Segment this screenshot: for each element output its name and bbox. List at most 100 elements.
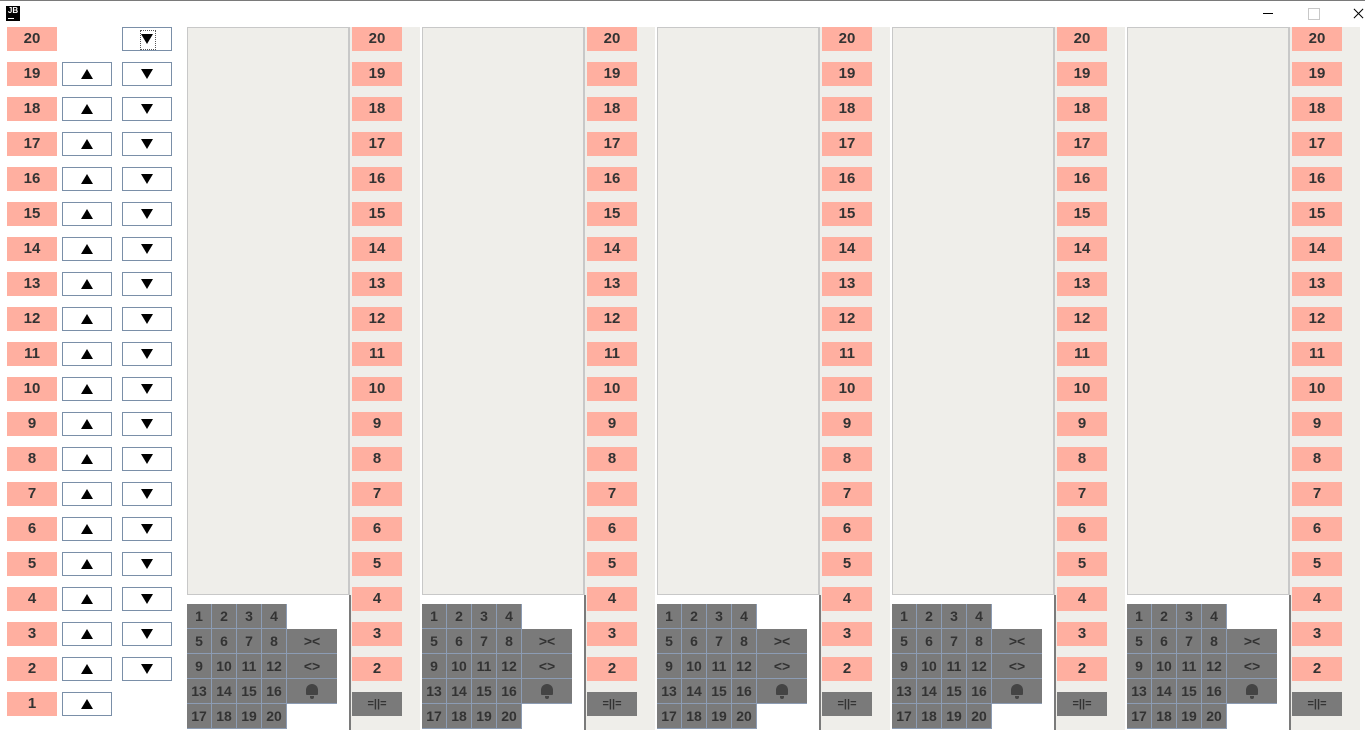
cabin-floor-button-18[interactable]: 18	[212, 704, 237, 729]
cabin-floor-button-17[interactable]: 17	[187, 704, 212, 729]
call-down-button-floor-5[interactable]	[122, 552, 172, 576]
call-up-button-floor-3[interactable]	[62, 622, 112, 646]
call-down-button-floor-12[interactable]	[122, 307, 172, 331]
cabin-floor-button-13[interactable]: 13	[1127, 679, 1152, 704]
cabin-floor-button-2[interactable]: 2	[682, 604, 707, 629]
call-down-button-floor-7[interactable]	[122, 482, 172, 506]
cabin-floor-button-10[interactable]: 10	[447, 654, 472, 679]
cabin-floor-button-15[interactable]: 15	[942, 679, 967, 704]
cabin-floor-button-12[interactable]: 12	[1202, 654, 1227, 679]
call-up-button-floor-12[interactable]	[62, 307, 112, 331]
cabin-floor-button-19[interactable]: 19	[942, 704, 967, 729]
cabin-floor-button-3[interactable]: 3	[942, 604, 967, 629]
cabin-floor-button-20[interactable]: 20	[262, 704, 287, 729]
call-down-button-floor-8[interactable]	[122, 447, 172, 471]
cabin-floor-button-15[interactable]: 15	[1177, 679, 1202, 704]
alarm-button[interactable]	[757, 679, 807, 704]
cabin-floor-button-7[interactable]: 7	[707, 629, 732, 654]
cabin-floor-button-6[interactable]: 6	[917, 629, 942, 654]
cabin-floor-button-11[interactable]: 11	[237, 654, 262, 679]
door-status-indicator[interactable]: =||=	[822, 692, 872, 716]
cabin-floor-button-8[interactable]: 8	[732, 629, 757, 654]
cabin-floor-button-13[interactable]: 13	[422, 679, 447, 704]
cabin-floor-button-9[interactable]: 9	[187, 654, 212, 679]
call-down-button-floor-6[interactable]	[122, 517, 172, 541]
close-button[interactable]	[1348, 5, 1365, 23]
cabin-floor-button-13[interactable]: 13	[892, 679, 917, 704]
call-down-button-floor-11[interactable]	[122, 342, 172, 366]
cabin-floor-button-15[interactable]: 15	[237, 679, 262, 704]
cabin-floor-button-3[interactable]: 3	[1177, 604, 1202, 629]
cabin-floor-button-5[interactable]: 5	[892, 629, 917, 654]
call-down-button-floor-14[interactable]	[122, 237, 172, 261]
cabin-floor-button-17[interactable]: 17	[1127, 704, 1152, 729]
call-down-button-floor-16[interactable]	[122, 167, 172, 191]
cabin-floor-button-3[interactable]: 3	[707, 604, 732, 629]
cabin-floor-button-13[interactable]: 13	[657, 679, 682, 704]
alarm-button[interactable]	[522, 679, 572, 704]
cabin-floor-button-15[interactable]: 15	[472, 679, 497, 704]
call-down-button-floor-10[interactable]	[122, 377, 172, 401]
cabin-floor-button-17[interactable]: 17	[422, 704, 447, 729]
call-up-button-floor-19[interactable]	[62, 62, 112, 86]
call-down-button-floor-2[interactable]	[122, 657, 172, 681]
cabin-floor-button-6[interactable]: 6	[212, 629, 237, 654]
cabin-floor-button-8[interactable]: 8	[497, 629, 522, 654]
cabin-floor-button-9[interactable]: 9	[892, 654, 917, 679]
cabin-floor-button-7[interactable]: 7	[942, 629, 967, 654]
call-down-button-floor-20[interactable]	[122, 27, 172, 51]
cabin-floor-button-3[interactable]: 3	[237, 604, 262, 629]
call-down-button-floor-18[interactable]	[122, 97, 172, 121]
call-up-button-floor-16[interactable]	[62, 167, 112, 191]
cabin-floor-button-19[interactable]: 19	[1177, 704, 1202, 729]
cabin-floor-button-20[interactable]: 20	[967, 704, 992, 729]
cabin-floor-button-1[interactable]: 1	[187, 604, 212, 629]
call-up-button-floor-4[interactable]	[62, 587, 112, 611]
cabin-floor-button-12[interactable]: 12	[262, 654, 287, 679]
cabin-floor-button-16[interactable]: 16	[1202, 679, 1227, 704]
door-status-indicator[interactable]: =||=	[1292, 692, 1342, 716]
cabin-floor-button-14[interactable]: 14	[1152, 679, 1177, 704]
cabin-floor-button-1[interactable]: 1	[657, 604, 682, 629]
call-down-button-floor-9[interactable]	[122, 412, 172, 436]
cabin-floor-button-8[interactable]: 8	[967, 629, 992, 654]
cabin-floor-button-4[interactable]: 4	[1202, 604, 1227, 629]
call-up-button-floor-10[interactable]	[62, 377, 112, 401]
cabin-floor-button-9[interactable]: 9	[657, 654, 682, 679]
open-door-button[interactable]: <>	[522, 654, 572, 679]
cabin-floor-button-3[interactable]: 3	[472, 604, 497, 629]
cabin-floor-button-12[interactable]: 12	[967, 654, 992, 679]
cabin-floor-button-8[interactable]: 8	[1202, 629, 1227, 654]
open-door-button[interactable]: <>	[1227, 654, 1277, 679]
cabin-floor-button-5[interactable]: 5	[1127, 629, 1152, 654]
call-down-button-floor-3[interactable]	[122, 622, 172, 646]
call-down-button-floor-13[interactable]	[122, 272, 172, 296]
call-up-button-floor-18[interactable]	[62, 97, 112, 121]
close-door-button[interactable]: ><	[1227, 629, 1277, 654]
call-down-button-floor-19[interactable]	[122, 62, 172, 86]
cabin-floor-button-4[interactable]: 4	[262, 604, 287, 629]
cabin-floor-button-4[interactable]: 4	[497, 604, 522, 629]
cabin-floor-button-17[interactable]: 17	[657, 704, 682, 729]
cabin-floor-button-11[interactable]: 11	[472, 654, 497, 679]
cabin-floor-button-6[interactable]: 6	[682, 629, 707, 654]
door-status-indicator[interactable]: =||=	[352, 692, 402, 716]
close-door-button[interactable]: ><	[287, 629, 337, 654]
cabin-floor-button-7[interactable]: 7	[1177, 629, 1202, 654]
cabin-floor-button-19[interactable]: 19	[237, 704, 262, 729]
cabin-floor-button-10[interactable]: 10	[212, 654, 237, 679]
cabin-floor-button-2[interactable]: 2	[1152, 604, 1177, 629]
cabin-floor-button-5[interactable]: 5	[422, 629, 447, 654]
cabin-floor-button-1[interactable]: 1	[1127, 604, 1152, 629]
call-down-button-floor-17[interactable]	[122, 132, 172, 156]
cabin-floor-button-7[interactable]: 7	[472, 629, 497, 654]
cabin-floor-button-16[interactable]: 16	[967, 679, 992, 704]
call-down-button-floor-4[interactable]	[122, 587, 172, 611]
cabin-floor-button-2[interactable]: 2	[917, 604, 942, 629]
close-door-button[interactable]: ><	[992, 629, 1042, 654]
cabin-floor-button-17[interactable]: 17	[892, 704, 917, 729]
cabin-floor-button-14[interactable]: 14	[917, 679, 942, 704]
cabin-floor-button-14[interactable]: 14	[212, 679, 237, 704]
call-up-button-floor-6[interactable]	[62, 517, 112, 541]
call-up-button-floor-5[interactable]	[62, 552, 112, 576]
